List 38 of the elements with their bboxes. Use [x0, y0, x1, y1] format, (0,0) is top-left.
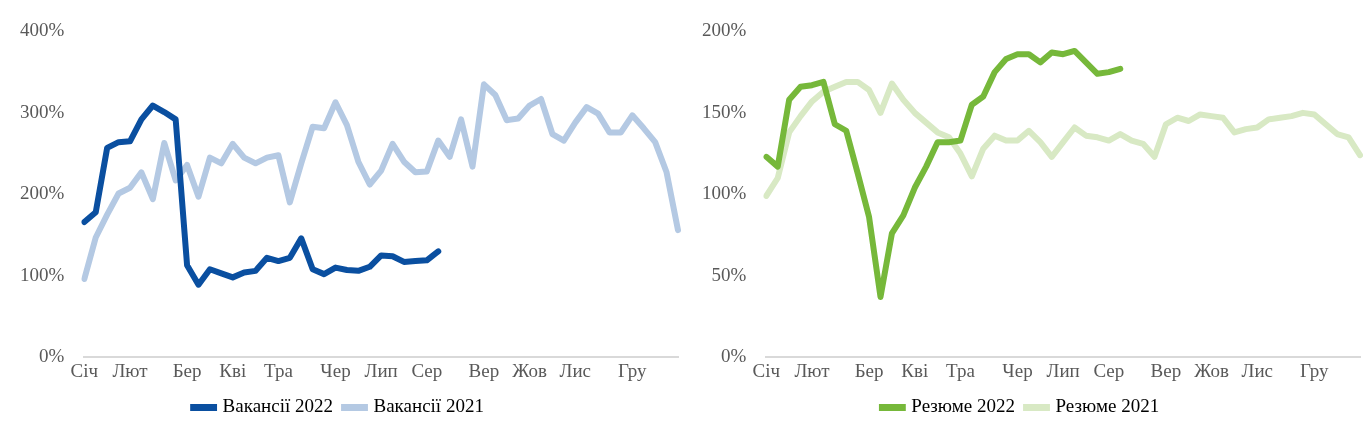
- x-tick-label: Гру: [618, 359, 648, 381]
- y-tick-label: 100%: [702, 182, 747, 204]
- x-tick-label: Кві: [901, 359, 929, 381]
- y-tick-label: 100%: [20, 263, 65, 285]
- x-tick-label: Бер: [854, 359, 884, 381]
- x-tick-label: Чер: [320, 359, 351, 381]
- y-tick-label: 200%: [20, 182, 65, 204]
- x-tick-label: Жов: [1194, 359, 1229, 381]
- y-tick-label: 300%: [20, 100, 65, 122]
- x-tick-label: Лют: [794, 359, 831, 381]
- y-tick-label: 0%: [721, 345, 747, 367]
- legend-label: Вакансії 2021: [373, 395, 484, 417]
- x-tick-label: Тра: [946, 359, 976, 381]
- x-tick-label: Кві: [219, 359, 247, 381]
- y-tick-label: 200%: [702, 19, 747, 41]
- x-tick-label: Лис: [1241, 359, 1273, 381]
- legend-label: Резюме 2021: [1055, 395, 1160, 417]
- x-tick-label: Бер: [172, 359, 202, 381]
- y-tick-label: 400%: [20, 19, 65, 41]
- x-tick-label: Сер: [411, 359, 443, 381]
- x-tick-label: Тра: [264, 359, 294, 381]
- legend-label: Вакансії 2022: [222, 395, 334, 417]
- x-tick-label: Вер: [468, 359, 500, 381]
- x-tick-label: Лис: [559, 359, 591, 381]
- y-tick-label: 150%: [702, 100, 747, 122]
- x-tick-label: Сер: [1093, 359, 1125, 381]
- legend-label: Резюме 2022: [911, 395, 1015, 417]
- x-tick-label: Січ: [70, 359, 99, 381]
- y-tick-label: 0%: [39, 345, 65, 367]
- x-tick-label: Лип: [1046, 359, 1080, 381]
- x-tick-label: Лют: [112, 359, 149, 381]
- x-tick-label: Чер: [1002, 359, 1033, 381]
- x-tick-label: Жов: [512, 359, 547, 381]
- x-tick-label: Січ: [752, 359, 781, 381]
- x-tick-label: Лип: [364, 359, 398, 381]
- x-tick-label: Вер: [1150, 359, 1182, 381]
- y-tick-label: 50%: [711, 263, 747, 285]
- x-tick-label: Гру: [1300, 359, 1330, 381]
